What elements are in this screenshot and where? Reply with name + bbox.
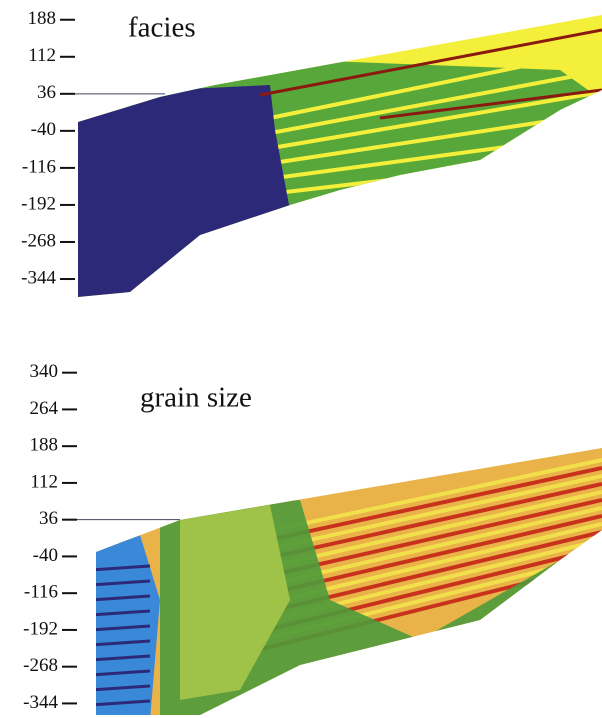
- facies-blue: [78, 85, 290, 297]
- grain-dark: [96, 624, 151, 632]
- grain-dark: [96, 579, 151, 587]
- y-tick-label: 188: [30, 435, 59, 456]
- y-tick-label: 112: [28, 45, 56, 66]
- y-tick-label: 188: [28, 8, 57, 29]
- grain-dark: [96, 654, 151, 662]
- panel-title: facies: [128, 12, 196, 44]
- cross-section: [96, 448, 602, 715]
- grain-dark: [96, 684, 151, 692]
- facies-stripe: [259, 28, 602, 97]
- y-tick-label: 36: [39, 508, 58, 529]
- panel-title: grain size: [140, 382, 252, 414]
- y-tick-label: -116: [24, 582, 58, 603]
- y-tick-label: -40: [31, 119, 56, 140]
- grain-lightgreen: [180, 505, 290, 700]
- grain-dark: [96, 609, 151, 617]
- y-tick-label: -268: [23, 655, 58, 676]
- facies-band: [259, 48, 602, 122]
- y-tick-label: -40: [33, 545, 58, 566]
- y-tick-label: -344: [21, 267, 56, 288]
- grain-dark: [96, 639, 151, 647]
- y-tick-label: 340: [30, 361, 59, 382]
- y-tick-label: 112: [30, 471, 58, 492]
- facies-band: [259, 90, 602, 152]
- grain-dark: [96, 564, 151, 572]
- y-tick-label: -116: [22, 156, 56, 177]
- grain-dark: [96, 699, 151, 707]
- y-tick-label: -268: [21, 230, 56, 251]
- y-tick-label: -344: [23, 692, 58, 713]
- y-tick-label: -192: [23, 618, 58, 639]
- facies-band: [259, 69, 602, 137]
- y-tick-label: -192: [21, 193, 56, 214]
- facies-stripe: [379, 88, 602, 120]
- cross-section: [78, 15, 602, 297]
- grain-dark: [96, 669, 151, 677]
- grain-dark: [96, 594, 151, 602]
- y-tick-label: 36: [37, 82, 56, 103]
- grain-stripe: [249, 458, 602, 537]
- y-tick-label: 264: [30, 398, 59, 419]
